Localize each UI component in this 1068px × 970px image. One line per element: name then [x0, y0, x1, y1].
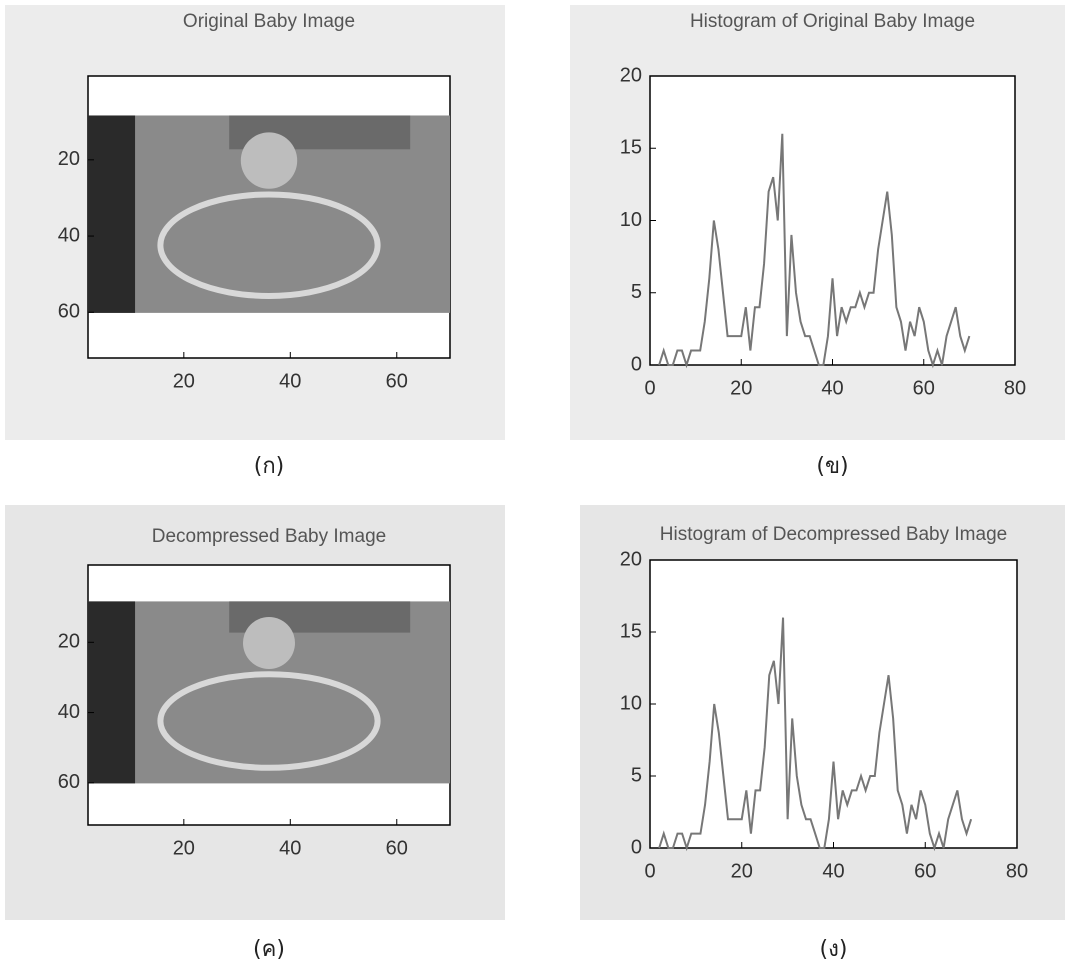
x-tick-label: 20: [173, 837, 195, 859]
caption: (ง): [820, 937, 848, 962]
x-tick-label: 60: [914, 860, 936, 882]
y-tick-label: 10: [620, 209, 642, 231]
image-subject: [241, 132, 297, 188]
y-tick-label: 0: [631, 353, 642, 375]
x-tick-label: 20: [173, 370, 195, 392]
x-tick-label: 40: [822, 860, 844, 882]
y-tick-label: 0: [631, 836, 642, 858]
y-tick-label: 20: [58, 148, 80, 170]
y-tick-label: 20: [58, 631, 80, 653]
caption: (ก): [254, 454, 285, 479]
image-dark-strip: [88, 601, 135, 783]
caption: (ข): [816, 454, 848, 479]
chart-title: Histogram of Decompressed Baby Image: [660, 524, 1007, 545]
image-subject: [243, 617, 295, 669]
y-tick-label: 20: [620, 64, 642, 86]
x-tick-label: 60: [386, 370, 408, 392]
x-tick-label: 80: [1004, 377, 1026, 399]
caption: (ค): [253, 937, 285, 962]
chart-title: Histogram of Original Baby Image: [690, 11, 975, 32]
y-tick-label: 60: [58, 301, 80, 323]
y-tick-label: 15: [620, 137, 642, 159]
x-tick-label: 20: [731, 860, 753, 882]
x-tick-label: 60: [386, 837, 408, 859]
y-tick-label: 10: [620, 692, 642, 714]
y-tick-label: 20: [620, 548, 642, 570]
figure: Original Baby Image (ก) 20 40 60 20 40 60 Histog…: [0, 0, 1068, 970]
chart-title: Decompressed Baby Image: [152, 526, 386, 547]
x-tick-label: 40: [279, 370, 301, 392]
x-tick-label: 0: [644, 377, 655, 399]
x-tick-label: 80: [1006, 860, 1028, 882]
x-tick-label: 20: [730, 377, 752, 399]
x-tick-label: 0: [644, 860, 655, 882]
y-tick-label: 15: [620, 620, 642, 642]
y-tick-label: 5: [631, 764, 642, 786]
y-tick-label: 40: [58, 701, 80, 723]
y-tick-label: 5: [631, 281, 642, 303]
chart-title: Original Baby Image: [183, 11, 355, 32]
y-tick-label: 60: [58, 771, 80, 793]
y-tick-label: 40: [58, 224, 80, 246]
image-dark-strip: [88, 115, 135, 312]
x-tick-label: 40: [279, 837, 301, 859]
x-tick-label: 60: [913, 377, 935, 399]
x-tick-label: 40: [821, 377, 843, 399]
